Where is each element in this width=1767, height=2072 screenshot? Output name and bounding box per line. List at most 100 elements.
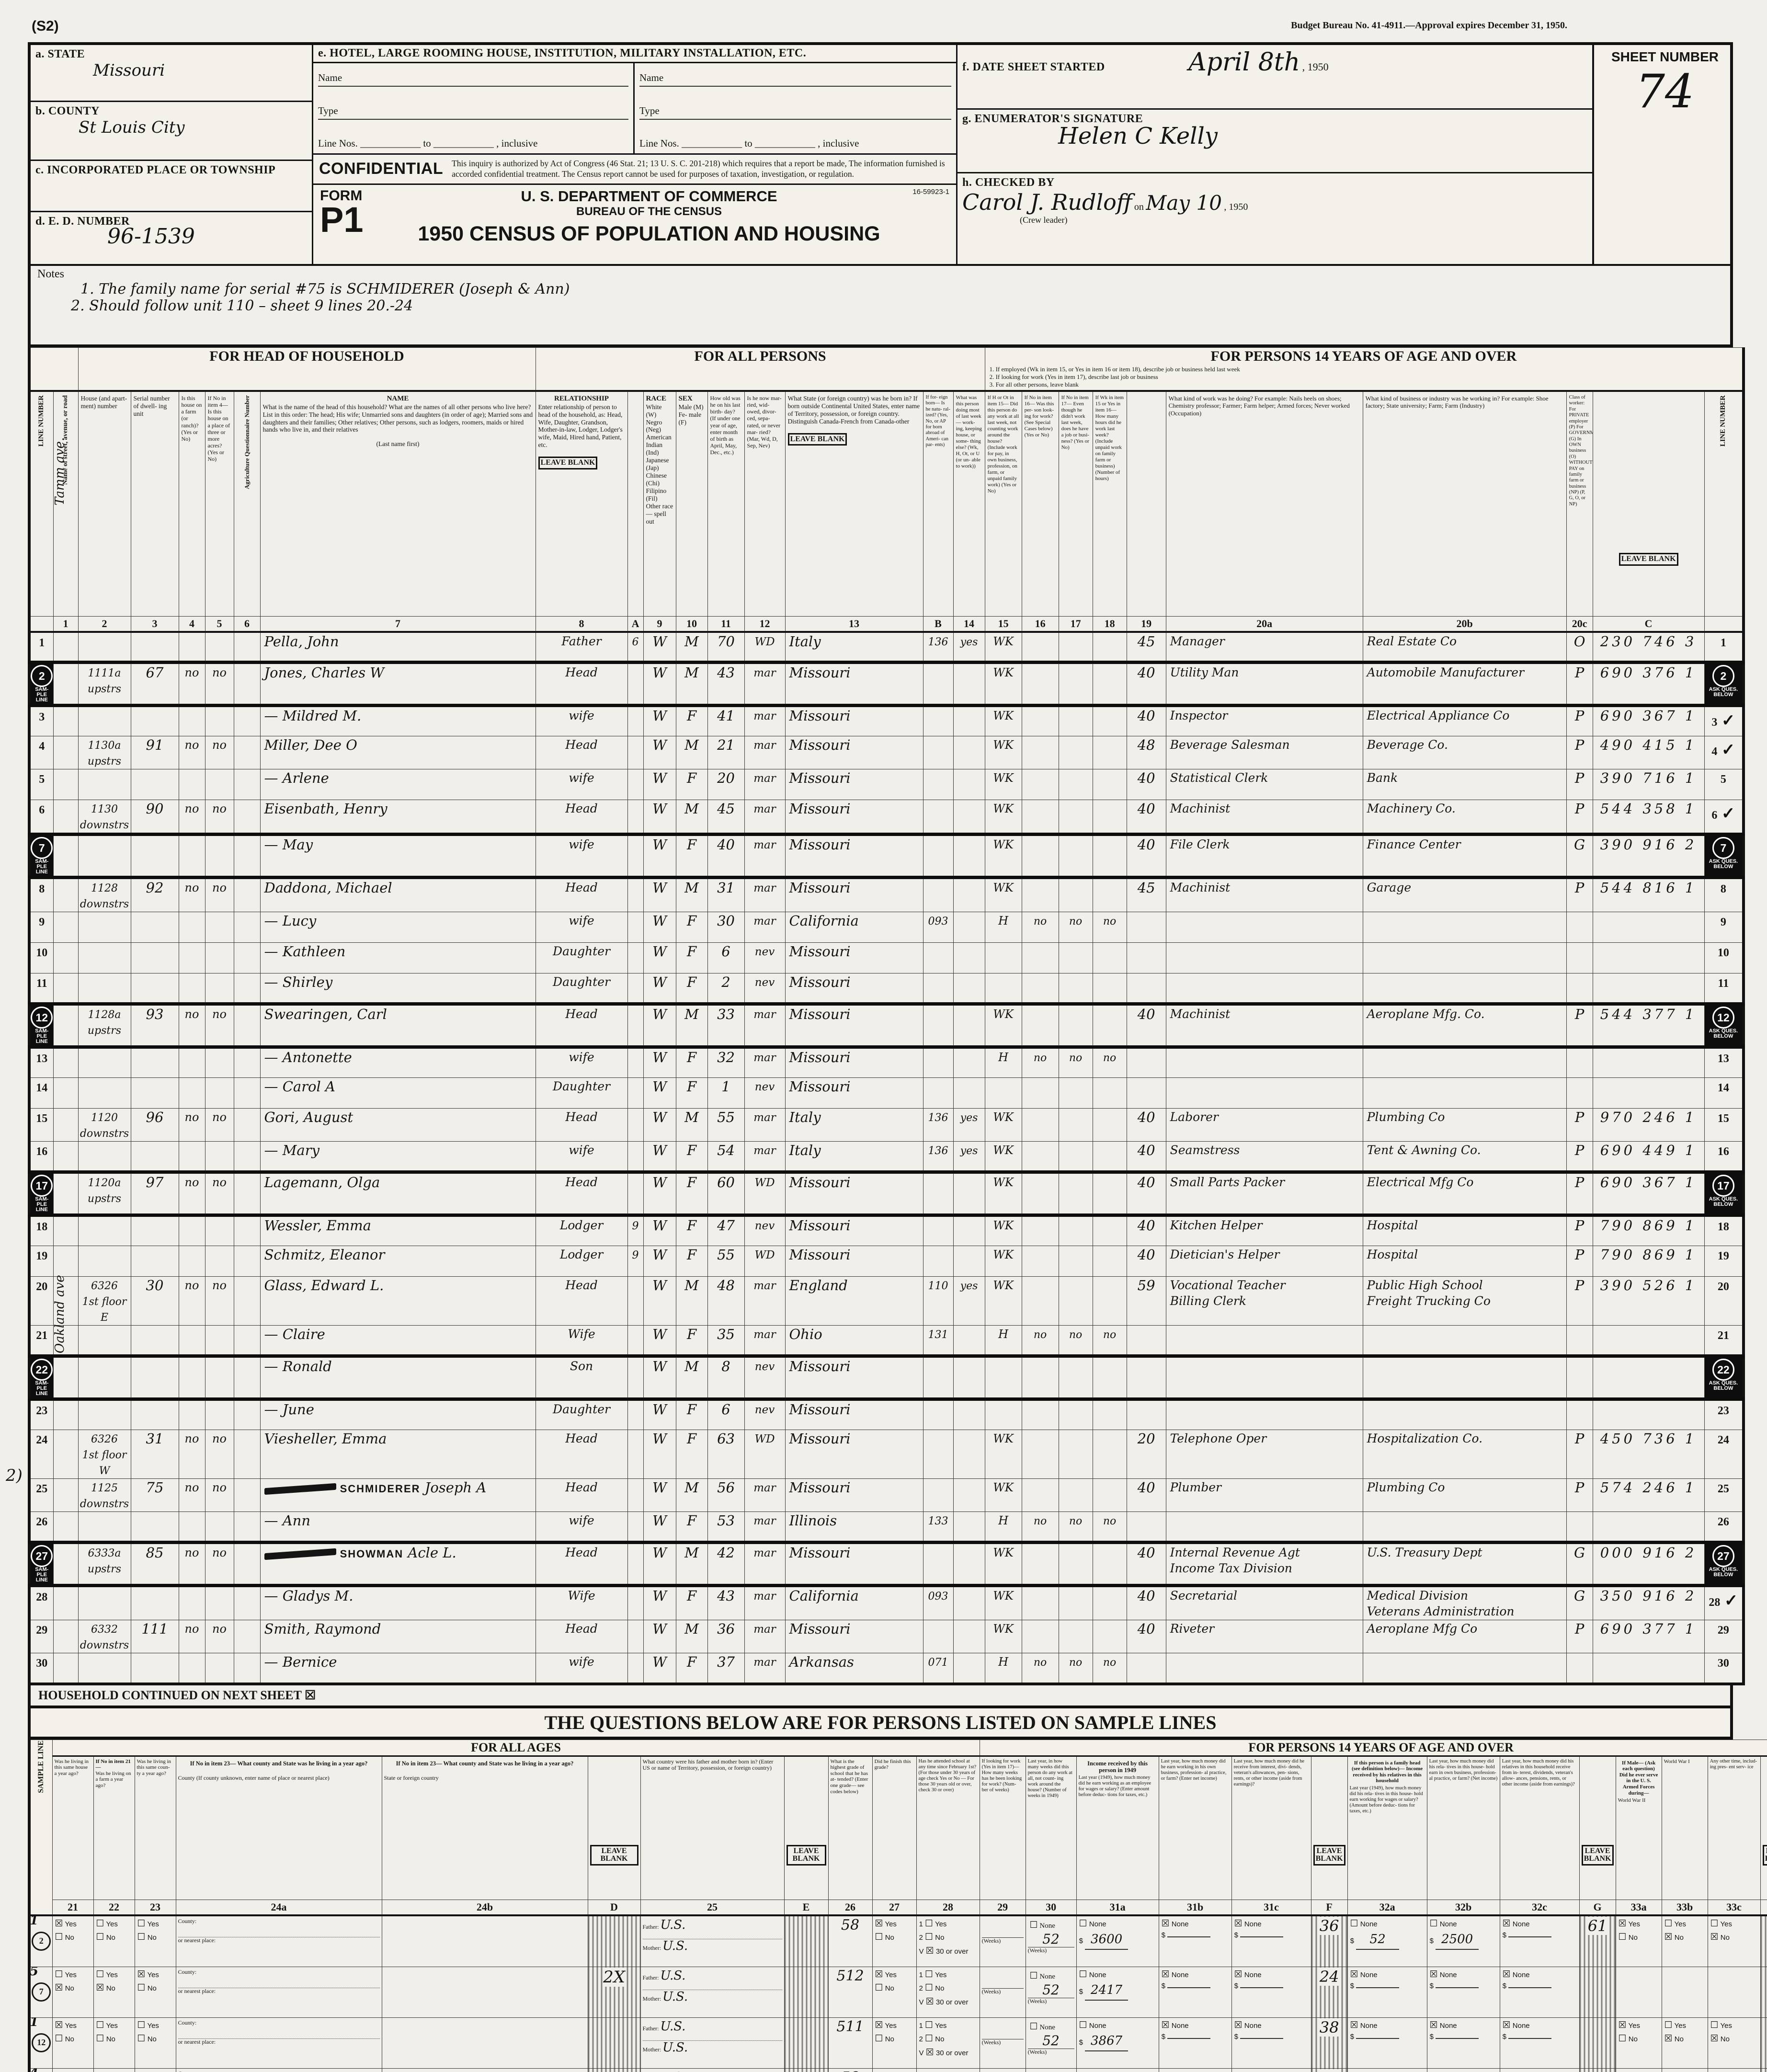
table-row: 16 — Mary wife W F 54 mar Italy 136 yes WK 40 S… — [29, 1141, 1744, 1172]
form-header: Budget Bureau No. 41-4911.—Approval expi… — [28, 20, 1736, 266]
county-value: St Louis City — [79, 118, 185, 137]
county-label: b. COUNTY — [35, 105, 100, 117]
sample-questions-band: THE QUESTIONS BELOW ARE FOR PERSONS LIST… — [28, 1708, 1733, 1740]
street-name-vertical-2: Oakland ave — [53, 1275, 67, 1353]
sheet-number-box: SHEET NUMBER 74 — [1592, 45, 1736, 264]
enumerator-signature: Helen C Kelly — [1058, 123, 1218, 149]
hotel-name-label: Name — [318, 65, 628, 87]
table-row: 3 — Mildred M. wife W F 41 mar Missouri WK 40… — [29, 705, 1744, 736]
column-header-row: LINE NUMBER Name of street, avenue, or r… — [29, 390, 1744, 617]
band-for-persons-14: FOR PERSONS 14 YEARS OF AGE AND OVER — [979, 1739, 1767, 1757]
bottom-header-row: Was he living in this same house a year … — [29, 1755, 1767, 1900]
table-row: 11 — Shirley Daughter W F 2 nev Missouri 11 — [29, 973, 1744, 1004]
sample-answer-row: 417 ☒ Yes☐ No☐ Yes☐ No☐ Yes☐ No County:o… — [29, 2068, 1767, 2072]
table-row: 14 — Carol A Daughter W F 1 nev Missouri 14 — [29, 1077, 1744, 1109]
center-block: e. HOTEL, LARGE ROOMING HOUSE, INSTITUTI… — [313, 45, 958, 264]
column-number-row: 1 2 3 4 5 6 7 8 A 9 10 11 12 13 B 14 15 16 17 18 19 20a 20b 20c… — [29, 616, 1744, 633]
dept-line1: U. S. DEPARTMENT OF COMMERCE — [521, 187, 777, 205]
ask-below-marker: 22 ASK QUES. BELOW — [1704, 1354, 1744, 1401]
sample-line-marker: 17 SAM- PLE LINE — [29, 1170, 54, 1217]
table-row: 4 1130a upstrs 91 no no Miller, Dee O Head… — [29, 736, 1744, 769]
table-row: 7 SAM- PLE LINE — May wife W F 40 mar Missour… — [29, 833, 1744, 879]
note-1: 1. The family name for serial #75 is SCH… — [80, 281, 570, 298]
date-label: f. DATE SHEET STARTED — [962, 61, 1105, 73]
table-row: 23 — June Daughter W F 6 nev Missouri 23 — [29, 1399, 1744, 1430]
ask-below-marker: 27 ASK QUES. BELOW — [1704, 1541, 1744, 1587]
sample-line-marker: 12 SAM- PLE LINE — [29, 1002, 54, 1049]
ed-label: d. E. D. NUMBER — [35, 215, 130, 228]
table-row: 29 6332 downstrs 111 no no Smith, Raymond … — [29, 1620, 1744, 1653]
form-word: FORM — [320, 187, 363, 204]
table-row: 24 6326 1st floor W 31 no no Viesheller, E… — [29, 1430, 1744, 1479]
census-title: 1950 CENSUS OF POPULATION AND HOUSING — [418, 222, 880, 245]
page-code: (S2) — [32, 18, 59, 34]
table-row: 18 Wessler, Emma Lodger 9 W F 47 nev Missouri… — [29, 1215, 1744, 1246]
confidential-strip: CONFIDENTIAL This inquiry is authorized … — [313, 155, 956, 185]
dept-line2: BUREAU OF THE CENSUS — [576, 205, 722, 218]
date-year: , 1950 — [1302, 61, 1329, 73]
sample-line-marker: 22 SAM- PLE LINE — [29, 1354, 54, 1401]
hotel-linenos-label: Line Nos. ____________ to ____________ ,… — [639, 137, 859, 149]
population-table: FOR HEAD OF HOUSEHOLD FOR ALL PERSONS FO… — [28, 347, 1745, 1685]
table-row: 28 — Gladys M. Wife W F 43 mar California 09… — [29, 1585, 1744, 1620]
band-for-all-ages: FOR ALL AGES — [52, 1739, 980, 1757]
table-row: 15 1120 downstrs 96 no no Gori, August Hea… — [29, 1108, 1744, 1142]
band-14-and-over: FOR PERSONS 14 YEARS OF AGE AND OVER 1. … — [984, 347, 1744, 392]
checked-by-signature: Carol J. Rudloff — [962, 189, 1132, 215]
street-name-vertical-1: Tamm ave. — [53, 437, 67, 505]
band-all-persons: FOR ALL PERSONS — [535, 347, 985, 392]
table-row: 20 6326 1st floor E 30 no no Glass, Edward… — [29, 1276, 1744, 1326]
state-label: a. STATE — [35, 48, 85, 60]
checked-date: May 10 — [1146, 191, 1222, 215]
hotel-entry-1: Name Type Line Nos. ____________ to ____… — [313, 63, 635, 153]
date-value: April 8th — [1188, 48, 1300, 77]
notes-strip: Notes 1. The family name for serial #75 … — [28, 266, 1733, 347]
sheet-number-label: SHEET NUMBER — [1611, 49, 1719, 64]
ask-below-marker: 7 ASK QUES. BELOW — [1704, 833, 1744, 879]
sample-line-marker: 27 SAM- PLE LINE — [29, 1541, 54, 1587]
hotel-type-label: Type — [639, 98, 951, 120]
table-row: 1 Pella, John Father 6 W M 70 WD Italy 136 yes… — [29, 631, 1744, 663]
table-row: 8 1128 downstrs 92 no no Daddona, Michael … — [29, 877, 1744, 912]
sample-line-marker: 7 SAM- PLE LINE — [29, 833, 54, 879]
table-row: 12 SAM- PLE LINE 1128a upstrs 93 no no Swea… — [29, 1002, 1744, 1049]
crew-leader-caption: (Crew leader) — [1020, 215, 1068, 225]
ask-below-marker: 2 ASK QUES. BELOW — [1704, 661, 1744, 707]
budget-bureau-line: Budget Bureau No. 41-4911.—Approval expi… — [1291, 20, 1567, 31]
location-block: a. STATE Missouri b. COUNTY St Louis Cit… — [31, 45, 313, 264]
bottom-number-row: 21 22 23 24a 24b D 25 E 26 27 28 29 30 31a 31b 31c F 32a 3… — [29, 1899, 1767, 1916]
sample-lines-table: SAMPLE LINE FOR ALL AGES FOR PERSONS 14 … — [28, 1739, 1767, 2072]
table-row: 27 SAM- PLE LINE 6333a upstrs 85 no no SHOW… — [29, 1541, 1744, 1587]
ask-below-marker: 17 ASK QUES. BELOW — [1704, 1170, 1744, 1217]
hotel-title: e. HOTEL, LARGE ROOMING HOUSE, INSTITUTI… — [318, 47, 807, 59]
checked-by-label: h. CHECKED BY — [962, 176, 1055, 189]
margin-note-2: 2) — [6, 1466, 23, 1485]
bottom-band-row: SAMPLE LINE FOR ALL AGES FOR PERSONS 14 … — [29, 1739, 1767, 1916]
table-row: 25 1125 downstrs 75 no no SCHMIDERER Josep… — [29, 1478, 1744, 1512]
sample-line-marker: 2 SAM- PLE LINE — [29, 661, 54, 707]
place-label: c. INCORPORATED PLACE OR TOWNSHIP — [35, 164, 276, 176]
notes-label: Notes — [37, 268, 64, 280]
table-row: 6 1130 downstrs 90 no no Eisenbath, Henry … — [29, 800, 1744, 835]
hotel-name-label: Name — [639, 65, 951, 87]
checked-on: on — [1134, 202, 1144, 212]
section-band-row: FOR HEAD OF HOUSEHOLD FOR ALL PERSONS FO… — [29, 347, 1744, 392]
confidential-word: CONFIDENTIAL — [319, 160, 444, 178]
state-value: Missouri — [93, 61, 165, 80]
table-row: 17 SAM- PLE LINE 1120a upstrs 97 no no Lage… — [29, 1170, 1744, 1217]
ed-value: 96-1539 — [107, 224, 195, 249]
hotel-entry-2: Name Type Line Nos. ____________ to ____… — [635, 63, 956, 153]
band-head-of-household: FOR HEAD OF HOUSEHOLD — [78, 347, 536, 392]
table-row: 19 Schmitz, Eleanor Lodger 9 W F 55 WD Missou… — [29, 1246, 1744, 1277]
table-row: 22 SAM- PLE LINE — Ronald Son W M 8 nev Misso… — [29, 1354, 1744, 1401]
checked-year: , 1950 — [1224, 202, 1248, 212]
table-row: 2 SAM- PLE LINE 1111a upstrs 67 no no Jones… — [29, 661, 1744, 707]
confidential-text: This inquiry is authorized by Act of Con… — [452, 159, 945, 179]
